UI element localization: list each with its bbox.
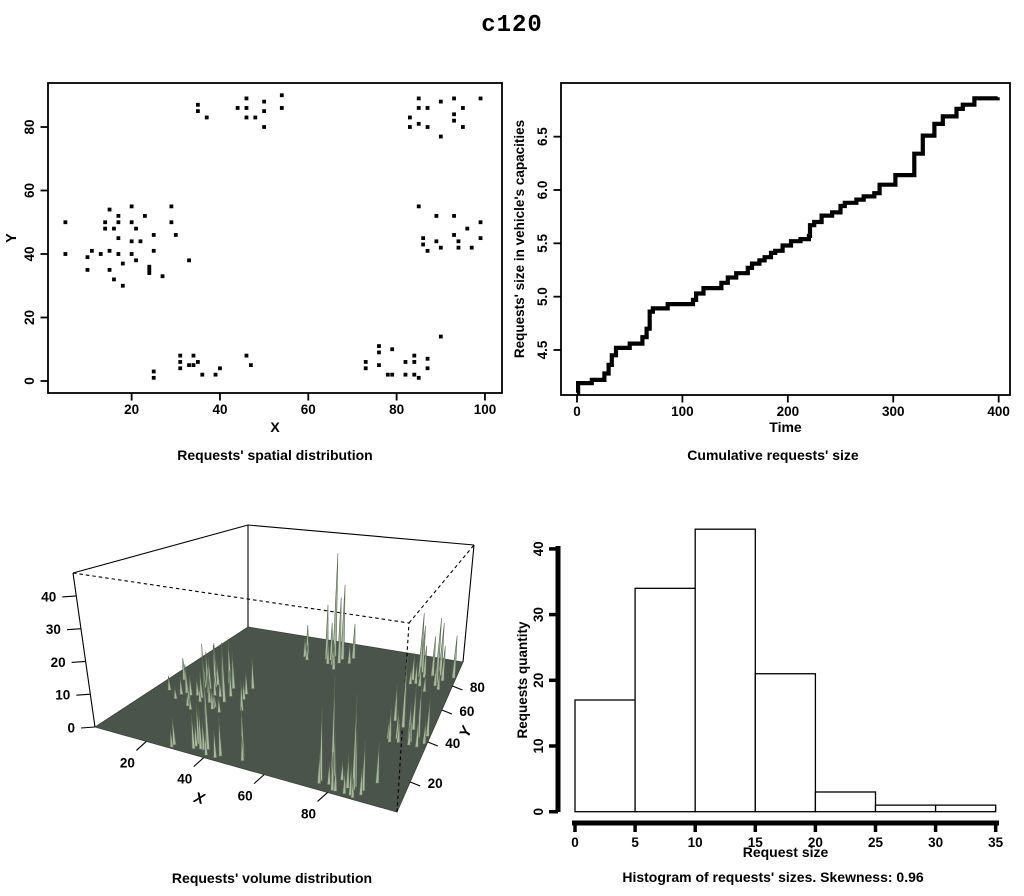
step-x-axis-label: Time xyxy=(769,419,802,435)
svg-text:20: 20 xyxy=(120,755,135,770)
svg-text:0: 0 xyxy=(571,835,579,850)
svg-text:400: 400 xyxy=(987,404,1010,419)
svg-text:60: 60 xyxy=(22,183,37,198)
svg-text:6.0: 6.0 xyxy=(535,181,550,200)
spatial-scatter-plot: 20 40 60 80 100 0 20 40 60 80 Y xyxy=(4,82,503,417)
svg-text:100: 100 xyxy=(671,404,694,419)
svg-text:100: 100 xyxy=(474,402,497,417)
svg-text:40: 40 xyxy=(531,541,546,556)
svg-text:40: 40 xyxy=(212,402,227,417)
svg-text:80: 80 xyxy=(22,119,37,134)
svg-text:0: 0 xyxy=(67,721,75,736)
svg-text:5.0: 5.0 xyxy=(535,287,550,306)
svg-text:20: 20 xyxy=(22,310,37,325)
svg-text:80: 80 xyxy=(389,402,404,417)
svg-text:25: 25 xyxy=(868,835,884,850)
scatter-x-axis-label: X xyxy=(270,419,280,435)
svg-text:30: 30 xyxy=(928,835,943,850)
svg-text:60: 60 xyxy=(459,704,474,719)
svg-text:40: 40 xyxy=(177,772,192,787)
svg-text:30: 30 xyxy=(46,622,61,637)
svg-text:6.5: 6.5 xyxy=(535,127,550,146)
svg-text:5.5: 5.5 xyxy=(535,233,550,252)
svg-text:20: 20 xyxy=(124,402,139,417)
svg-text:0: 0 xyxy=(22,377,37,385)
scatter-subtitle: Requests' spatial distribution xyxy=(177,447,373,463)
cumulative-size-step-chart: 0 100 200 300 400 4.5 5.0 5.5 6.0 6.5 Requests' si… xyxy=(512,82,1011,419)
svg-text:Y: Y xyxy=(4,233,20,243)
svg-text:20: 20 xyxy=(531,673,546,688)
svg-text:80: 80 xyxy=(470,680,485,695)
svg-text:20: 20 xyxy=(428,776,443,791)
svg-text:15: 15 xyxy=(748,835,764,850)
svg-text:Requests quantity: Requests quantity xyxy=(515,621,530,739)
svg-text:80: 80 xyxy=(301,806,316,821)
svg-text:10: 10 xyxy=(531,738,546,753)
svg-text:0: 0 xyxy=(531,808,546,816)
svg-text:30: 30 xyxy=(531,607,546,622)
svg-text:4.5: 4.5 xyxy=(535,340,550,359)
svg-text:20: 20 xyxy=(808,835,823,850)
svg-text:0: 0 xyxy=(573,404,581,419)
svg-text:10: 10 xyxy=(688,835,703,850)
svg-text:60: 60 xyxy=(301,402,316,417)
svg-text:5: 5 xyxy=(631,835,639,850)
svg-text:300: 300 xyxy=(882,404,905,419)
step-subtitle: Cumulative requests' size xyxy=(687,447,859,463)
svg-text:60: 60 xyxy=(238,789,253,804)
hist-subtitle: Histogram of requests' sizes. Skewness: … xyxy=(622,869,924,885)
svg-text:40: 40 xyxy=(445,736,460,751)
svg-text:X: X xyxy=(191,789,207,809)
svg-text:35: 35 xyxy=(988,835,1004,850)
svg-text:10: 10 xyxy=(55,688,70,703)
persp-subtitle: Requests' volume distribution xyxy=(171,870,373,886)
hist-x-axis-label: Request size xyxy=(742,844,829,860)
svg-text:Requests' size in vehicle's ca: Requests' size in vehicle's capacities xyxy=(512,120,527,358)
svg-text:200: 200 xyxy=(777,404,800,419)
figure-title: c120 xyxy=(481,12,543,39)
request-size-histogram: 0 5 10 15 20 25 30 35 0 10 20 30 40 Requests quantity xyxy=(515,528,1004,850)
svg-text:40: 40 xyxy=(41,589,56,604)
svg-text:20: 20 xyxy=(51,655,66,670)
svg-text:40: 40 xyxy=(22,246,37,261)
